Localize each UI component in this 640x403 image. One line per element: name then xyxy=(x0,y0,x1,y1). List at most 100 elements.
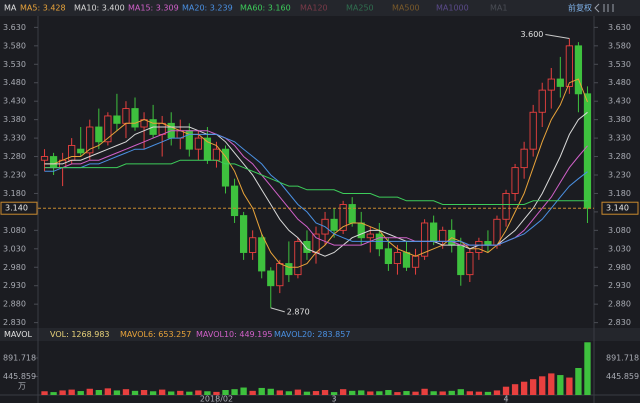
y-tick-label: 2.930 xyxy=(608,281,631,290)
y-tick-label: 3.030 xyxy=(608,244,631,253)
toolbar-icons[interactable] xyxy=(594,3,614,13)
annotation: 2.870 xyxy=(287,307,310,316)
volume-bar xyxy=(584,342,591,395)
volume-tick-label: 445.859 xyxy=(3,372,36,381)
volume-legend-item: MAVOL20: 283.857 xyxy=(274,330,350,339)
candle-body xyxy=(221,148,230,187)
annotation-line xyxy=(545,33,570,39)
indicator-name: MA xyxy=(4,4,17,13)
candle-body xyxy=(267,270,275,287)
volume-bar xyxy=(240,387,247,395)
volume-bar xyxy=(149,391,157,395)
candle-body xyxy=(158,122,166,135)
legend-bar xyxy=(0,0,640,16)
volume-bar xyxy=(511,384,519,395)
y-tick-label: 3.630 xyxy=(608,23,631,32)
volume-bar xyxy=(131,390,139,395)
y-tick-label: 3.630 xyxy=(3,23,26,32)
last-price-box xyxy=(601,201,639,215)
y-tick-label: 2.880 xyxy=(608,300,631,309)
candle-body xyxy=(230,185,239,217)
volume-bar xyxy=(276,390,283,395)
last-price-label: 3.140 xyxy=(5,204,28,213)
adjustment-button[interactable]: 前复权 xyxy=(568,3,592,13)
volume-bar xyxy=(258,387,265,395)
y-tick-label: 3.380 xyxy=(3,115,26,124)
volume-legend-item: VOL: 1268.983 xyxy=(50,330,110,339)
legend-item: MA60: 3.160 xyxy=(240,4,291,13)
volume-legend-item: MAVOL6: 653.257 xyxy=(120,330,191,339)
candle-body xyxy=(466,252,474,276)
candle-body xyxy=(583,93,592,209)
candle-body xyxy=(502,193,510,220)
volume-bar xyxy=(367,391,374,395)
ma-line xyxy=(44,133,588,246)
volume-bar xyxy=(231,389,238,395)
volume-bar xyxy=(122,389,130,395)
volume-bar xyxy=(539,376,546,395)
candle-body xyxy=(312,233,320,253)
volume-bar xyxy=(403,391,410,395)
candle-body xyxy=(420,222,429,257)
candle-body xyxy=(258,237,266,272)
volume-bar xyxy=(557,375,564,395)
volume-bar xyxy=(448,390,455,395)
y-tick-label: 2.930 xyxy=(3,281,26,290)
candle-body xyxy=(556,78,564,87)
legend-item: MA1 xyxy=(490,4,507,13)
volume-bar xyxy=(520,381,528,395)
y-tick-label: 3.180 xyxy=(3,189,26,198)
y-tick-label: 3.480 xyxy=(3,78,26,87)
last-price-label: 3.140 xyxy=(606,204,629,213)
y-tick-label: 3.180 xyxy=(608,189,631,198)
y-tick-label: 3.330 xyxy=(608,134,631,143)
volume-bar xyxy=(321,390,329,395)
y-tick-label: 3.530 xyxy=(3,60,26,69)
volume-bar xyxy=(95,390,102,395)
candle-body xyxy=(547,78,555,91)
volume-bar xyxy=(394,392,401,395)
x-tick-label: 3 xyxy=(332,395,337,403)
volume-bar xyxy=(349,390,356,395)
volume-bar xyxy=(222,390,229,395)
volume-bar xyxy=(140,390,148,395)
volume-bar xyxy=(195,390,202,395)
y-tick-label: 3.480 xyxy=(608,78,631,87)
legend-item: MA120 xyxy=(300,4,328,13)
legend-item: MA500 xyxy=(392,4,420,13)
y-tick-label: 2.830 xyxy=(3,318,26,327)
candle-body xyxy=(95,126,103,143)
volume-bar xyxy=(376,391,383,395)
x-tick-label: 2018/02 xyxy=(200,395,233,403)
candle-body xyxy=(457,244,465,276)
candle-body xyxy=(330,218,338,231)
candle-body xyxy=(475,240,483,253)
y-tick-label: 2.980 xyxy=(608,263,631,272)
volume-legend-item: MAVOL10: 449.195 xyxy=(196,330,272,339)
candle-body xyxy=(40,156,49,161)
volume-bar xyxy=(575,368,582,395)
candle-body xyxy=(520,148,528,169)
candle-body xyxy=(529,111,537,150)
candle-body xyxy=(131,108,139,128)
volume-bar xyxy=(466,391,474,395)
volume-bar xyxy=(502,386,510,395)
candle-body xyxy=(122,108,130,124)
volume-bar xyxy=(439,391,446,395)
y-tick-label: 3.230 xyxy=(608,171,631,180)
y-tick-label: 3.080 xyxy=(3,226,26,235)
volume-bar xyxy=(77,391,84,395)
volume-bar xyxy=(249,390,256,395)
candle-body xyxy=(285,263,293,276)
y-tick-label: 3.380 xyxy=(608,115,631,124)
volume-bar xyxy=(385,390,392,395)
y-tick-label: 3.580 xyxy=(608,41,631,50)
candle-body xyxy=(212,148,221,161)
y-tick-label: 3.430 xyxy=(3,97,26,106)
candle-body xyxy=(113,115,121,124)
volume-bar xyxy=(303,391,311,395)
candle-body xyxy=(77,148,85,154)
candle-body xyxy=(430,222,438,242)
y-tick-label: 2.880 xyxy=(3,300,26,309)
